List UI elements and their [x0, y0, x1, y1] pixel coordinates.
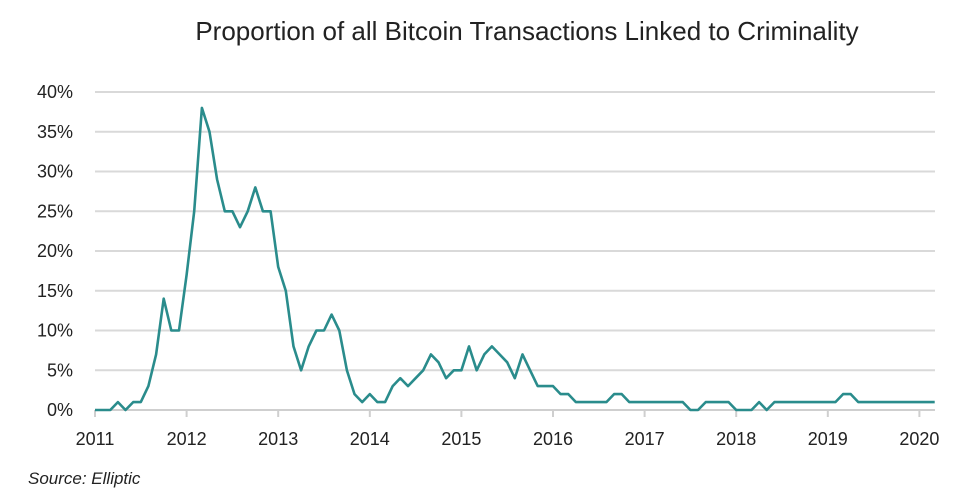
chart-title: Proportion of all Bitcoin Transactions L… — [195, 16, 858, 46]
x-tick-label: 2015 — [441, 429, 481, 449]
source-note: Source: Elliptic — [28, 469, 141, 488]
y-tick-label: 40% — [37, 82, 73, 102]
x-tick-label: 2011 — [76, 429, 115, 449]
y-tick-label: 20% — [37, 241, 73, 261]
x-tick-label: 2016 — [533, 429, 573, 449]
x-tick-label: 2020 — [899, 429, 939, 449]
y-tick-label: 5% — [47, 360, 73, 380]
y-tick-label: 15% — [37, 281, 73, 301]
y-tick-label: 25% — [37, 201, 73, 221]
y-tick-label: 35% — [37, 122, 73, 142]
x-tick-label: 2019 — [808, 429, 848, 449]
y-tick-label: 30% — [37, 162, 73, 182]
y-tick-label: 0% — [47, 400, 73, 420]
x-tick-label: 2013 — [258, 429, 298, 449]
y-tick-label: 10% — [37, 321, 73, 341]
series-line — [95, 106, 935, 412]
x-tick-label: 2017 — [625, 429, 665, 449]
x-tick-label: 2014 — [350, 429, 390, 449]
x-tick-label: 2012 — [167, 429, 207, 449]
x-tick-label: 2018 — [716, 429, 756, 449]
